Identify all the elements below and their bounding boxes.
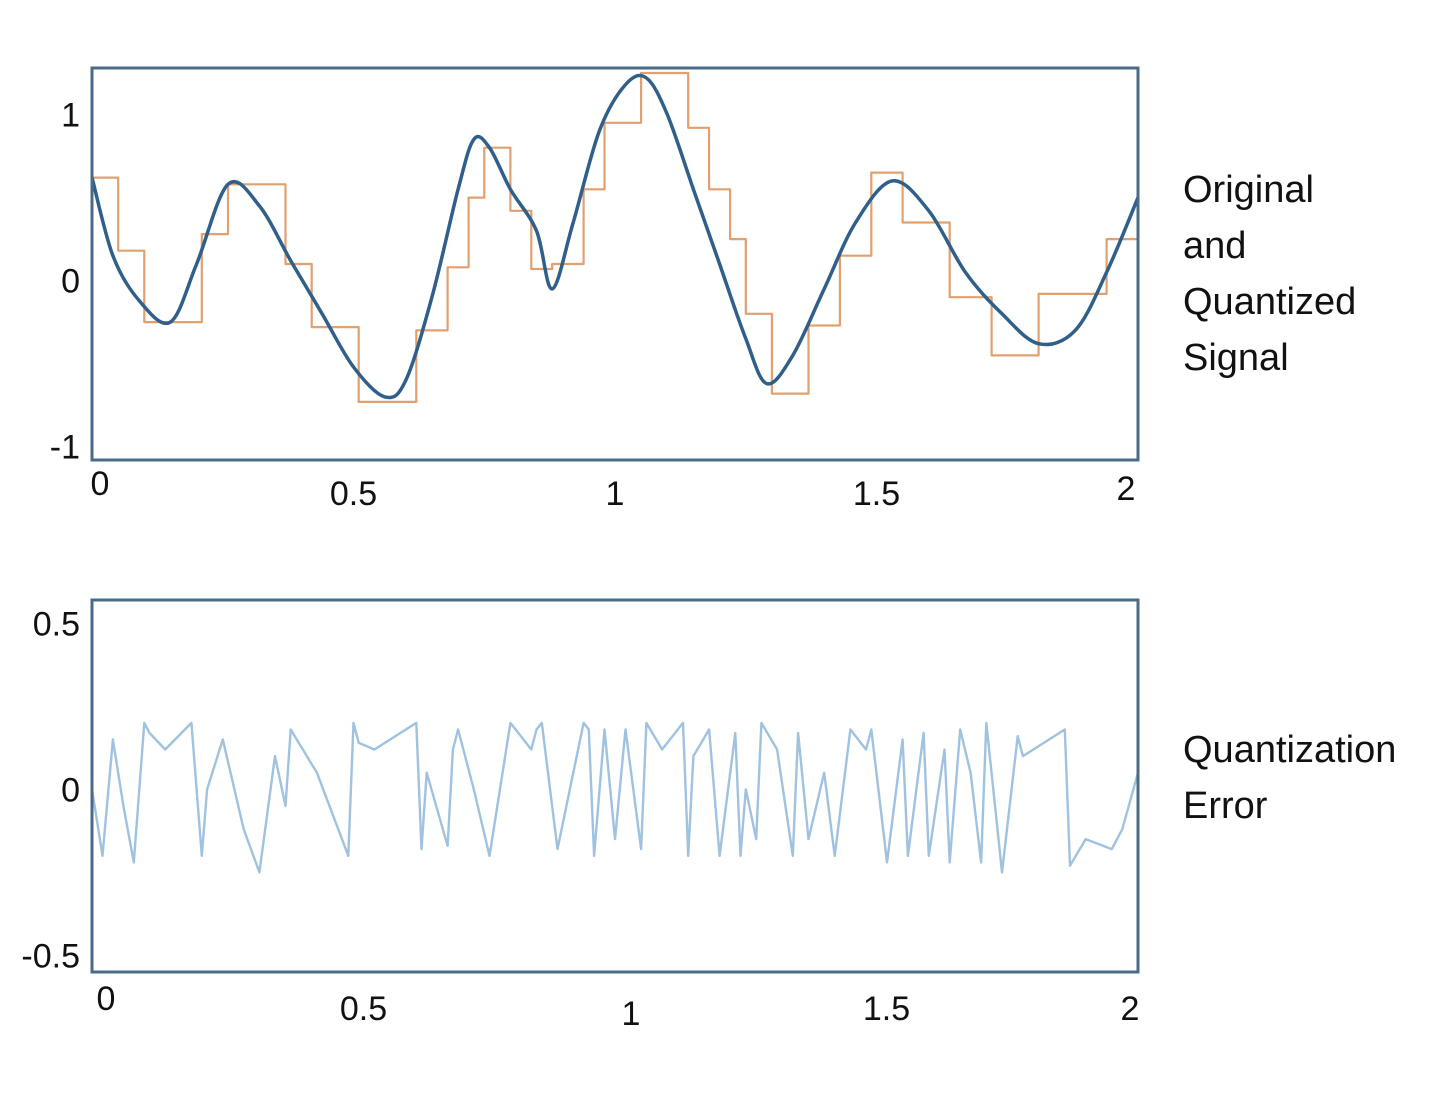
x-tick-label: 0 <box>97 980 116 1018</box>
x-tick-label: 1 <box>622 995 641 1033</box>
plot-frame <box>90 598 1140 974</box>
x-tick-label: 2 <box>1121 990 1140 1028</box>
side-label-line: and <box>1183 225 1246 267</box>
error-series-line <box>92 721 1138 874</box>
quantized-series-line <box>92 71 1138 403</box>
side-label-line: Quantization <box>1183 729 1396 771</box>
error-panel: 0.5 0 -0.5 0 0.5 1 1.5 2 Quantization Error <box>21 598 1396 1033</box>
original-series-line <box>92 73 1138 400</box>
x-tick-label: 0 <box>91 465 110 503</box>
x-tick-label: 0.5 <box>340 990 387 1028</box>
plot-frame <box>90 66 1140 462</box>
y-tick-label: 0 <box>61 263 80 301</box>
x-tick-label: 1.5 <box>853 475 900 513</box>
x-tick-label: 2 <box>1117 470 1136 508</box>
y-tick-label: -1 <box>50 429 80 467</box>
side-label-line: Signal <box>1183 337 1289 379</box>
y-tick-label: -0.5 <box>21 937 80 975</box>
x-tick-label: 1.5 <box>863 990 910 1028</box>
side-label-line: Original <box>1183 169 1314 211</box>
x-tick-label: 1 <box>606 475 625 513</box>
signal-panel: 1 0 -1 0 0.5 1 1.5 2 Original and Quantized Signal <box>50 66 1356 513</box>
x-tick-label: 0.5 <box>330 475 377 513</box>
y-tick-label: 0.5 <box>33 605 80 643</box>
side-label-line: Quantized <box>1183 281 1356 323</box>
side-label-line: Error <box>1183 785 1268 827</box>
y-tick-label: 0 <box>61 771 80 809</box>
y-tick-label: 1 <box>61 97 80 135</box>
